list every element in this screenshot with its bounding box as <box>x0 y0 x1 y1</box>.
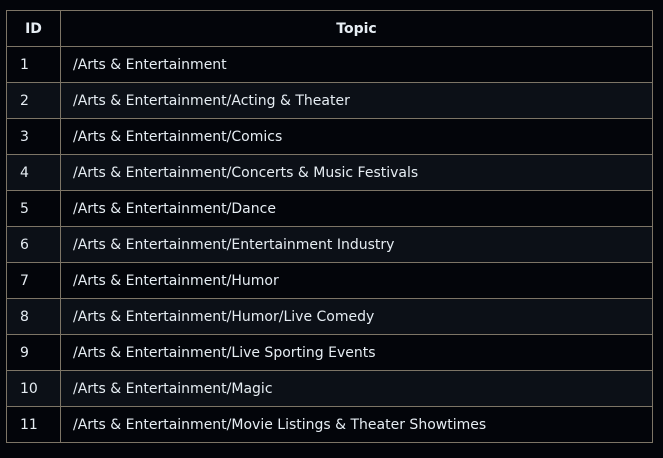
cell-topic: /Arts & Entertainment/Live Sporting Even… <box>60 334 653 371</box>
cell-topic: /Arts & Entertainment/Entertainment Indu… <box>60 226 653 263</box>
table-row: 2/Arts & Entertainment/Acting & Theater <box>6 82 653 119</box>
cell-topic: /Arts & Entertainment/Concerts & Music F… <box>60 154 653 191</box>
table-row: 5/Arts & Entertainment/Dance <box>6 190 653 227</box>
cell-id: 2 <box>6 82 61 119</box>
cell-id: 8 <box>6 298 61 335</box>
cell-topic: /Arts & Entertainment/Comics <box>60 118 653 155</box>
cell-topic: /Arts & Entertainment/Magic <box>60 370 653 407</box>
table-row: 8/Arts & Entertainment/Humor/Live Comedy <box>6 298 653 335</box>
cell-topic: /Arts & Entertainment/Acting & Theater <box>60 82 653 119</box>
cell-topic: /Arts & Entertainment/Movie Listings & T… <box>60 406 653 443</box>
table-row: 11/Arts & Entertainment/Movie Listings &… <box>6 406 653 443</box>
cell-id: 6 <box>6 226 61 263</box>
column-header-topic: Topic <box>60 10 653 47</box>
table-row: 4/Arts & Entertainment/Concerts & Music … <box>6 154 653 191</box>
topics-table: ID Topic 1/Arts & Entertainment 2/Arts & … <box>6 10 653 443</box>
table-row: 7/Arts & Entertainment/Humor <box>6 262 653 299</box>
table-row: 10/Arts & Entertainment/Magic <box>6 370 653 407</box>
table-row: 3/Arts & Entertainment/Comics <box>6 118 653 155</box>
cell-id: 10 <box>6 370 61 407</box>
cell-id: 11 <box>6 406 61 443</box>
table-row: 9/Arts & Entertainment/Live Sporting Eve… <box>6 334 653 371</box>
column-header-id: ID <box>6 10 61 47</box>
cell-id: 4 <box>6 154 61 191</box>
table-row: 6/Arts & Entertainment/Entertainment Ind… <box>6 226 653 263</box>
cell-topic: /Arts & Entertainment <box>60 46 653 83</box>
cell-id: 1 <box>6 46 61 83</box>
cell-id: 3 <box>6 118 61 155</box>
cell-topic: /Arts & Entertainment/Humor <box>60 262 653 299</box>
header-row: ID Topic <box>6 10 653 47</box>
cell-topic: /Arts & Entertainment/Humor/Live Comedy <box>60 298 653 335</box>
cell-id: 5 <box>6 190 61 227</box>
cell-topic: /Arts & Entertainment/Dance <box>60 190 653 227</box>
cell-id: 9 <box>6 334 61 371</box>
table-row: 1/Arts & Entertainment <box>6 46 653 83</box>
cell-id: 7 <box>6 262 61 299</box>
